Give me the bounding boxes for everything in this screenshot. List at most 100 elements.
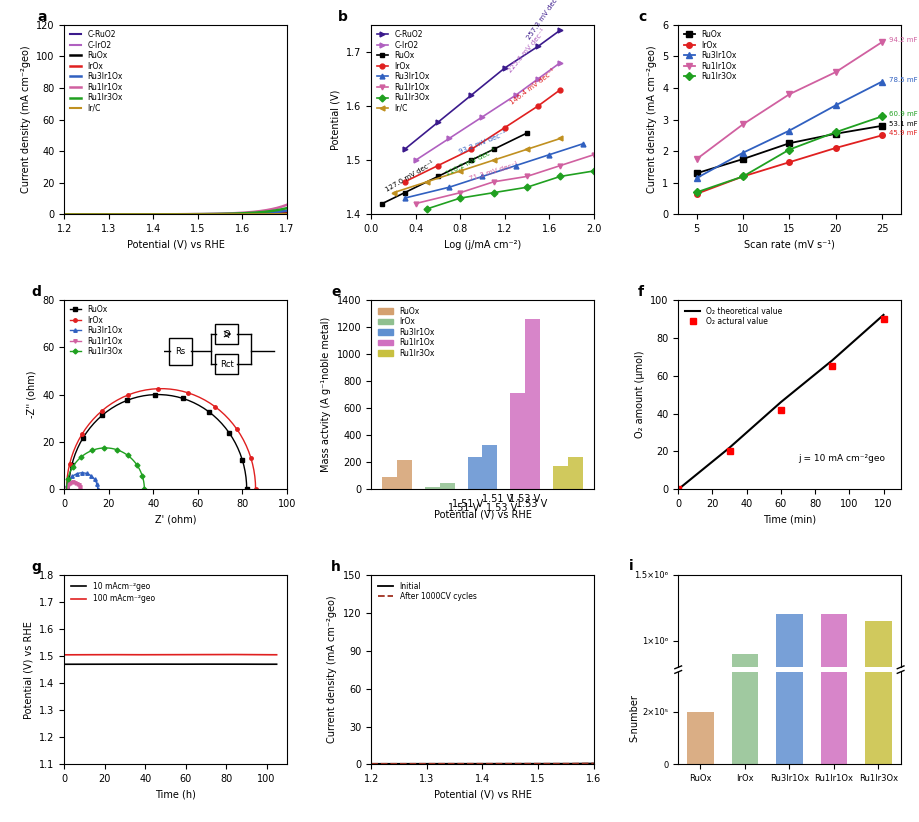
Ru3Ir1Ox — [90, 475, 101, 485]
Ru3Ir1Ox — [91, 478, 102, 487]
IrOx — [276, 209, 287, 219]
IrOx — [123, 390, 134, 399]
Ru1Ir3Ox — [276, 205, 287, 215]
10 mAcm⁻²ₒₑₒ — [59, 659, 70, 669]
Ru1Ir3Ox — [85, 446, 96, 456]
Y-axis label: Mass actvity (A g⁻¹noble metal): Mass actvity (A g⁻¹noble metal) — [322, 317, 332, 472]
Ru1Ir1Ox — [830, 67, 841, 77]
Text: 257.3 mV dec⁻¹: 257.3 mV dec⁻¹ — [526, 0, 562, 41]
O₂ actural value — [878, 314, 889, 324]
IrOx — [738, 172, 749, 182]
Ru1Ir3Ox — [135, 466, 146, 476]
C-RuO2 — [165, 210, 176, 219]
RuOx — [101, 407, 112, 417]
Ir/C — [191, 210, 202, 219]
Ru3Ir1Ox — [830, 100, 841, 110]
Ru1Ir3Ox — [101, 443, 112, 453]
RuOx — [161, 390, 172, 400]
Ru1Ir3Ox — [71, 458, 82, 468]
Ru3Ir1Ox — [80, 469, 91, 478]
Ru1Ir3Ox — [91, 444, 102, 454]
Bar — [553, 466, 568, 489]
Ru1Ir3Ox — [94, 444, 105, 454]
Ru1Ir3Ox — [138, 474, 149, 484]
Text: h: h — [331, 560, 341, 574]
Ru1Ir3Ox — [82, 448, 93, 458]
Ru3Ir1Ox — [71, 469, 82, 479]
RuOx — [521, 128, 532, 138]
RuOx — [237, 455, 248, 464]
Ru1Ir3Ox — [784, 145, 795, 155]
Ru3Ir1Ox — [92, 483, 103, 492]
RuOx — [138, 390, 149, 400]
Ru1Ir3Ox — [139, 482, 150, 492]
IrOx — [194, 392, 205, 402]
Ru3Ir1Ox — [179, 210, 190, 219]
Ru3Ir1Ox — [88, 473, 99, 483]
Text: g: g — [31, 560, 40, 574]
Ru1Ir1Ox — [410, 199, 421, 209]
Y-axis label: S-number: S-number — [630, 695, 640, 742]
Line: Ru1Ir3Ox: Ru1Ir3Ox — [425, 169, 596, 211]
Ru1Ir1Ox — [62, 483, 73, 493]
IrOx — [87, 414, 98, 424]
Ru1Ir1Ox — [588, 150, 599, 159]
RuOx — [165, 210, 176, 219]
Ru3Ir1Ox — [87, 472, 98, 482]
RuOx — [208, 410, 219, 420]
Ru1Ir3Ox — [111, 445, 122, 455]
Ru1Ir1Ox — [73, 480, 84, 490]
RuOx — [203, 407, 214, 417]
IrOx — [238, 435, 249, 445]
Ru3Ir1Ox — [877, 76, 888, 86]
IrOx — [66, 453, 77, 463]
O₂ actural value — [827, 361, 838, 371]
After 1000CV cycles — [583, 759, 594, 769]
Ru1Ir1Ox — [276, 201, 287, 211]
Ru1Ir3Ox — [120, 449, 131, 459]
Ru1Ir3Ox — [191, 210, 202, 219]
IrOx — [183, 388, 194, 398]
Ru3Ir1Ox — [691, 173, 702, 183]
IrOx — [171, 385, 182, 395]
RuOx — [68, 455, 79, 464]
Initial — [486, 759, 497, 769]
Initial — [472, 759, 483, 769]
Ru3Ir1Ox — [61, 484, 72, 494]
Ru1Ir3Ox — [281, 203, 292, 213]
O₂ actural value — [776, 404, 787, 414]
C-IrO2 — [533, 74, 544, 84]
Ru3Ir1Ox — [510, 160, 521, 170]
Legend: RuOx, IrOx, Ru3Ir1Ox, Ru1Ir1Ox, Ru1Ir3Ox: RuOx, IrOx, Ru3Ir1Ox, Ru1Ir1Ox, Ru1Ir3Ox — [68, 303, 124, 358]
Line: Ir/C: Ir/C — [391, 136, 562, 195]
C-IrO2 — [410, 155, 421, 165]
Initial — [498, 759, 509, 769]
Ru1Ir3Ox — [62, 477, 73, 487]
RuOx — [220, 423, 231, 433]
10 mAcm⁻²ₒₑₒ — [233, 659, 244, 669]
RuOx — [230, 438, 241, 448]
RuOx — [466, 155, 477, 165]
Line: Ru1Ir1Ox: Ru1Ir1Ox — [694, 39, 885, 162]
Ru1Ir1Ox — [67, 478, 78, 487]
Ru1Ir3Ox — [67, 462, 78, 472]
100 mAcm⁻²ₒₑₒ — [59, 650, 70, 660]
IrOx — [877, 131, 888, 141]
RuOx — [191, 210, 202, 219]
100 mAcm⁻²ₒₑₒ — [267, 650, 278, 660]
Bar — [821, 447, 847, 764]
Ru1Ir3Ox — [66, 464, 77, 474]
IrOx — [179, 210, 190, 219]
Initial — [583, 759, 594, 769]
Text: 94.2 mF cm⁻²: 94.2 mF cm⁻² — [890, 37, 919, 43]
Ru1Ir1Ox — [63, 479, 74, 489]
Ru3Ir1Ox — [191, 210, 202, 219]
IrOx — [191, 210, 202, 219]
O₂ actural value — [673, 484, 684, 494]
O₂ theoretical value — [878, 310, 889, 320]
Text: a: a — [38, 10, 47, 24]
Text: e: e — [331, 285, 341, 299]
Bar — [397, 459, 412, 489]
Ru1Ir1Ox — [68, 478, 79, 487]
Ru1Ir3Ox — [138, 477, 149, 487]
